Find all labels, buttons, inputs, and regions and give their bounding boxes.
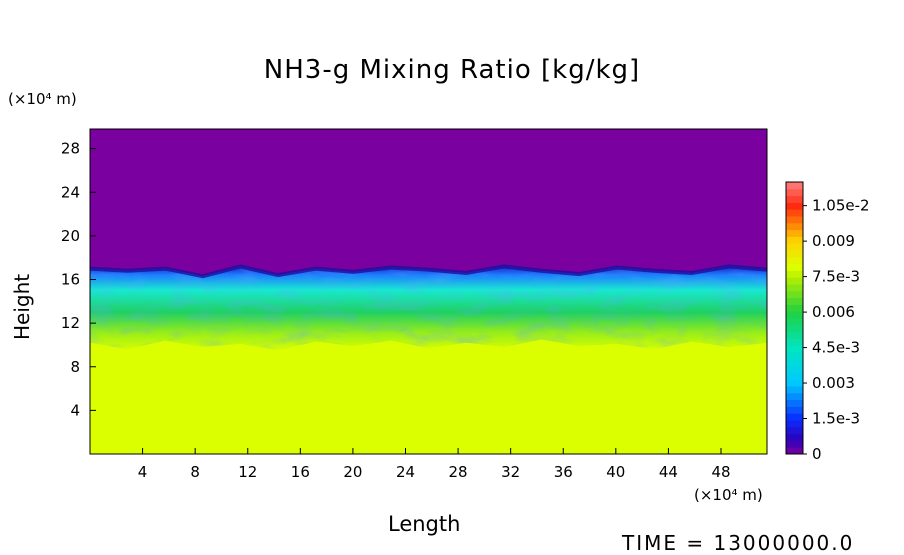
colorbar-cell	[786, 304, 803, 312]
colorbar-cell	[786, 297, 803, 305]
upper-layer	[90, 129, 767, 277]
x-axis-unit: (×10⁴ m)	[694, 486, 763, 504]
colorbar-cell	[786, 331, 803, 339]
colorbar-cell	[786, 256, 803, 265]
x-tick-label: 40	[606, 463, 625, 481]
x-tick-label: 36	[554, 463, 573, 481]
colorbar-cell	[786, 345, 803, 353]
colorbar-cell	[786, 420, 803, 428]
mixed-layer-texture	[90, 266, 767, 351]
x-tick-label: 12	[238, 463, 257, 481]
colorbar-cell	[786, 338, 803, 346]
x-tick-label: 32	[501, 463, 520, 481]
colorbar-cell	[786, 270, 803, 278]
x-tick-label: 16	[291, 463, 310, 481]
colorbar-cell	[786, 358, 803, 367]
colorbar-cell	[786, 392, 803, 401]
y-tick-label: 4	[70, 401, 80, 419]
colorbar-cell	[786, 399, 803, 407]
x-tick-label: 44	[659, 463, 678, 481]
colorbar-cell	[786, 216, 803, 224]
colorbar-label: 4.5e-3	[812, 339, 860, 357]
colorbar-cell	[786, 406, 803, 414]
y-tick-label: 12	[61, 314, 80, 332]
colorbar-frame	[785, 181, 804, 455]
y-tick-label: 16	[61, 271, 80, 289]
boundary-edge	[90, 264, 767, 279]
colorbar-cell	[786, 284, 803, 292]
colorbar-cell	[786, 440, 803, 448]
colorbar-cell	[786, 324, 803, 333]
y-tick-label: 24	[61, 183, 80, 201]
y-tick-label: 20	[61, 227, 80, 245]
colorbar-cell	[786, 195, 803, 203]
colorbar-cell	[786, 379, 803, 387]
x-tick-label: 28	[449, 463, 468, 481]
colorbar-cell	[786, 426, 803, 435]
x-tick-label: 48	[711, 463, 730, 481]
colorbar-cell	[786, 433, 803, 441]
colorbar-label: 1.5e-3	[812, 410, 860, 428]
colorbar-cell	[786, 202, 803, 210]
colorbar-cell	[786, 365, 803, 373]
x-tick-label: 20	[343, 463, 362, 481]
colorbar-cell	[786, 352, 803, 360]
colorbar-cell	[786, 243, 803, 251]
colorbar-cell	[786, 229, 803, 237]
colorbar-cell	[786, 222, 803, 231]
colorbar-cell	[786, 447, 803, 455]
colorbar-cell	[786, 182, 803, 190]
colorbar-label: 7.5e-3	[812, 268, 860, 286]
colorbar-label: 0.003	[812, 374, 855, 392]
colorbar-cell	[786, 318, 803, 326]
chart-title: NH3-g Mixing Ratio [kg/kg]	[263, 55, 641, 85]
y-tick-label: 28	[61, 140, 80, 158]
y-tick-label: 8	[70, 358, 80, 376]
colorbar-cell	[786, 250, 803, 258]
x-tick-label: 24	[396, 463, 415, 481]
x-tick-label: 4	[138, 463, 148, 481]
colorbar-cell	[786, 386, 803, 394]
colorbar-cell	[786, 290, 803, 299]
colorbar-cell	[786, 413, 803, 421]
colorbar-label: 0.006	[812, 303, 855, 321]
colorbar-label: 1.05e-2	[812, 197, 870, 215]
colorbar-cell	[786, 209, 803, 217]
colorbar-label: 0.009	[812, 232, 855, 250]
x-axis-label: Length	[388, 512, 461, 536]
colorbar-cell	[786, 236, 803, 244]
colorbar-cell	[786, 372, 803, 380]
colorbar-cell	[786, 277, 803, 285]
y-axis-unit: (×10⁴ m)	[8, 90, 77, 108]
colorbar-cell	[786, 263, 803, 271]
colorbar-cell	[786, 188, 803, 197]
x-tick-label: 8	[190, 463, 200, 481]
colorbar-label: 0	[812, 445, 822, 463]
colorbar-cell	[786, 311, 803, 319]
